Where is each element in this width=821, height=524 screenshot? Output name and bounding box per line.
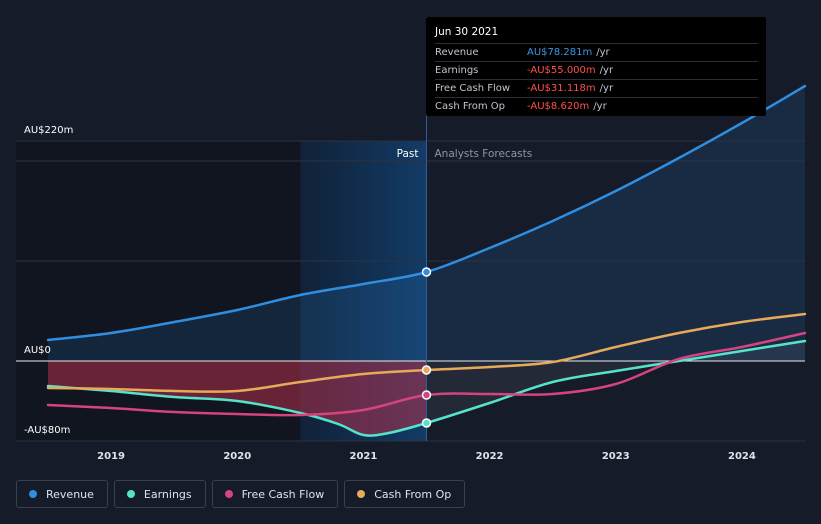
legend-dot-icon xyxy=(357,490,366,498)
marker-earnings xyxy=(421,418,432,428)
legend-label: Cash From Op xyxy=(374,487,452,501)
marker-cash-from-op xyxy=(421,365,432,375)
legend-dot-icon xyxy=(126,490,135,498)
legend-dot-icon xyxy=(29,490,37,498)
tooltip-row-unit: /yr xyxy=(599,65,614,76)
marker-free-cash-flow xyxy=(421,390,432,400)
legend-label: Earnings xyxy=(143,487,192,501)
tooltip-row-value: AU$78.281m xyxy=(527,47,593,58)
revenue-area xyxy=(48,86,805,361)
line-earnings xyxy=(46,339,807,437)
x-tick-label: 2022 xyxy=(476,451,504,462)
x-tick-label: 2019 xyxy=(97,451,125,462)
tooltip-date: Jun 30 2021 xyxy=(435,26,499,38)
x-tick-label: 2021 xyxy=(349,451,377,462)
legend-item-earnings[interactable]: Earnings xyxy=(113,480,206,508)
tooltip-row-unit: /yr xyxy=(599,83,614,94)
legend-dot-icon xyxy=(224,490,233,498)
legend-item-free-cash-flow[interactable]: Free Cash Flow xyxy=(211,480,339,508)
y-axis-label: AU$0 xyxy=(24,345,51,356)
legend-item-revenue[interactable]: Revenue xyxy=(16,480,108,508)
tooltip-row-name: Free Cash Flow xyxy=(435,83,511,94)
legend: Revenue Earnings Free Cash Flow Cash From O… xyxy=(16,480,466,508)
tooltip-row-value: -AU$55.000m xyxy=(527,65,596,76)
tooltip-row-unit: /yr xyxy=(593,101,607,112)
tooltip-row: Cash From Op -AU$8.620m/yr xyxy=(435,97,758,115)
legend-label: Free Cash Flow xyxy=(241,487,325,501)
y-axis-label: -AU$80m xyxy=(24,425,70,436)
tooltip-row-name: Earnings xyxy=(435,65,479,76)
tooltip-row: Earnings -AU$55.000m/yr xyxy=(435,61,758,79)
x-tick-label: 2020 xyxy=(223,451,251,462)
legend-label: Revenue xyxy=(46,487,94,501)
marker-revenue xyxy=(421,267,432,277)
past-label: Past xyxy=(397,148,419,160)
tooltip-row: Free Cash Flow -AU$31.118m/yr xyxy=(435,79,758,97)
forecast-label: Analysts Forecasts xyxy=(435,148,533,160)
tooltip-row-value: -AU$8.620m xyxy=(527,101,590,112)
tooltip-row: Revenue AU$78.281m/yr xyxy=(435,43,758,61)
x-tick-label: 2023 xyxy=(602,451,630,462)
negative-area xyxy=(48,361,427,436)
x-tick-label: 2024 xyxy=(728,451,756,462)
tooltip-row-value: -AU$31.118m xyxy=(527,83,596,94)
tooltip: Jun 30 2021 Revenue AU$78.281m/yr Earnings… xyxy=(426,17,766,116)
legend-item-cash-from-op[interactable]: Cash From Op xyxy=(344,480,466,508)
tooltip-row-name: Revenue xyxy=(435,47,479,58)
y-axis-label: AU$220m xyxy=(24,125,73,136)
tooltip-row-unit: /yr xyxy=(596,47,610,58)
tooltip-row-name: Cash From Op xyxy=(435,101,506,112)
